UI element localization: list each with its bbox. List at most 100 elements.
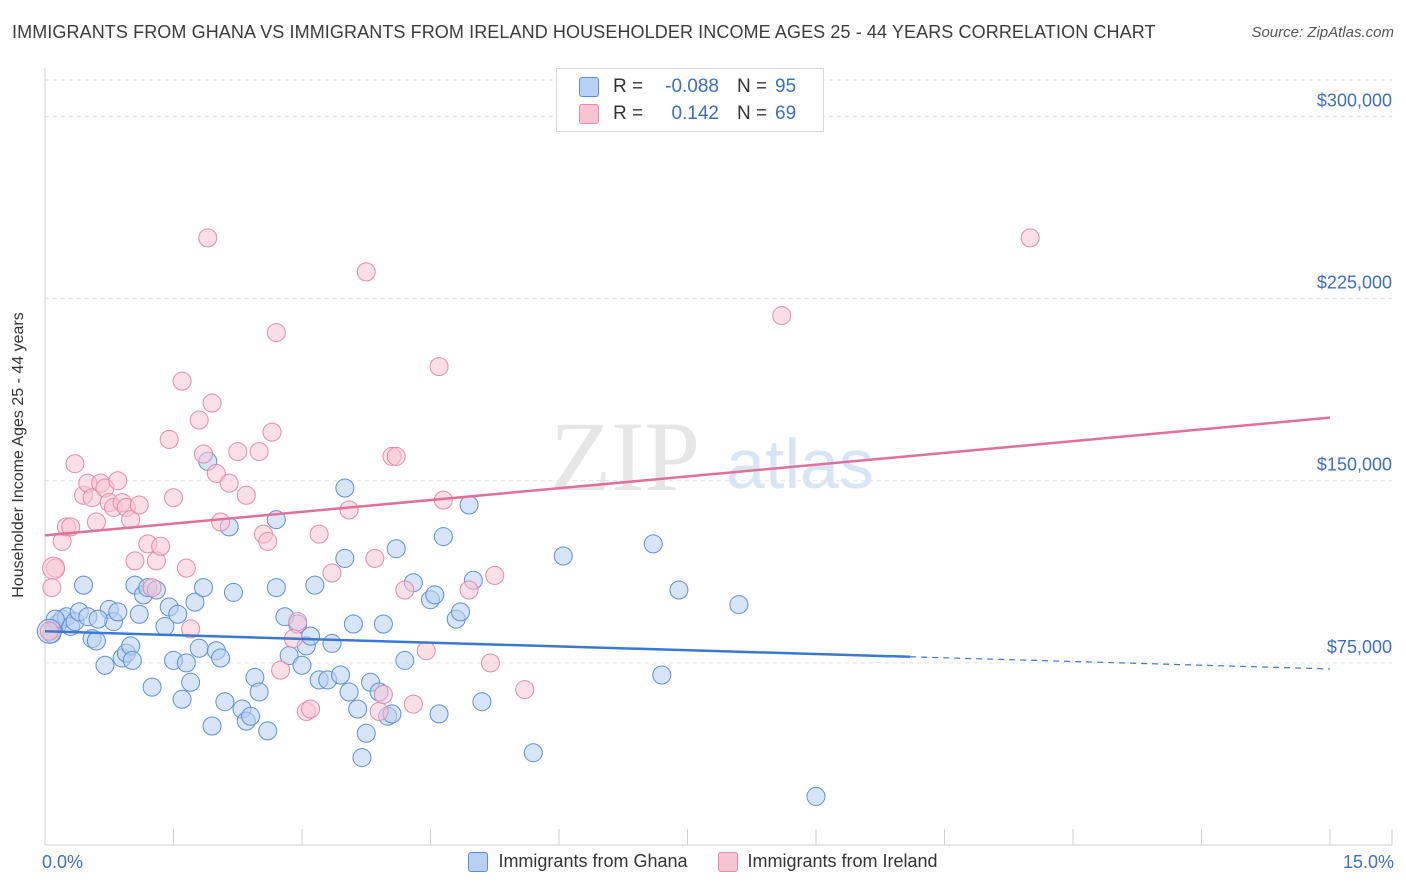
- legend-n-label: N =: [737, 103, 768, 124]
- data-point-ghana: [395, 650, 415, 670]
- data-point-ireland: [1020, 228, 1040, 248]
- data-point-ireland: [258, 531, 278, 551]
- watermark-zip: ZIP: [550, 401, 700, 512]
- data-point-ghana: [129, 604, 149, 624]
- data-point-ireland: [228, 442, 248, 462]
- data-point-ghana: [292, 655, 312, 675]
- data-point-ireland: [125, 551, 145, 571]
- data-point-ireland: [459, 580, 479, 600]
- data-point-ireland: [339, 500, 359, 520]
- data-point-ghana: [215, 692, 235, 712]
- series-ireland-points: [39, 228, 1040, 721]
- data-point-ireland: [429, 357, 449, 377]
- data-point-ireland: [515, 680, 535, 700]
- data-point-ghana: [86, 631, 106, 651]
- legend-item-ghana[interactable]: Immigrants from Ghana: [468, 851, 688, 872]
- axes: [44, 68, 1393, 846]
- y-tick-label: $75,000: [1327, 637, 1392, 657]
- data-point-ireland: [249, 442, 269, 462]
- data-point-ireland: [772, 306, 792, 326]
- legend-swatch-ghana: [579, 77, 599, 97]
- data-point-ireland: [369, 701, 389, 721]
- data-point-ghana: [258, 721, 278, 741]
- data-point-ghana: [343, 614, 363, 634]
- grid-lines: [45, 79, 1392, 664]
- data-point-ireland: [236, 485, 256, 505]
- data-point-ghana: [459, 495, 479, 515]
- data-point-ireland: [202, 393, 222, 413]
- data-point-ireland: [395, 580, 415, 600]
- data-point-ghana: [122, 650, 142, 670]
- data-point-ireland: [219, 473, 239, 493]
- data-point-ireland: [193, 444, 213, 464]
- data-point-ghana: [553, 546, 573, 566]
- data-point-ghana: [339, 682, 359, 702]
- legend-r-value: -0.088: [665, 76, 719, 97]
- x-tick-label-min: 0.0%: [42, 852, 84, 872]
- data-point-ghana: [88, 609, 108, 629]
- data-point-ireland: [159, 429, 179, 449]
- data-point-ireland: [416, 641, 436, 661]
- data-point-ghana: [450, 602, 470, 622]
- data-point-ireland: [65, 454, 85, 474]
- legend-swatch-ireland: [717, 851, 738, 872]
- data-point-ireland: [480, 653, 500, 673]
- data-point-ghana: [172, 689, 192, 709]
- data-point-ghana: [202, 716, 222, 736]
- legend-label-ghana: Immigrants from Ghana: [498, 851, 688, 871]
- legend-n-value: 69: [775, 103, 797, 124]
- y-axis-title: Householder Income Ages 25 - 44 years: [10, 312, 27, 598]
- data-point-ghana: [189, 638, 209, 658]
- data-point-ireland: [271, 660, 291, 680]
- data-point-ireland: [172, 371, 192, 391]
- x-tick-label-max: 15.0%: [1342, 852, 1394, 872]
- data-point-ghana: [176, 653, 196, 673]
- legend-n-label: N =: [737, 76, 768, 97]
- watermark: ZIP atlas: [550, 401, 874, 512]
- data-point-ghana: [335, 478, 355, 498]
- data-point-ghana: [74, 575, 94, 595]
- data-point-ghana: [108, 602, 128, 622]
- data-point-ghana: [373, 614, 393, 634]
- data-point-ireland: [301, 699, 321, 719]
- data-point-ghana: [249, 682, 269, 702]
- data-point-ghana: [348, 699, 368, 719]
- trend-line-ghana: [44, 630, 911, 659]
- data-point-ghana: [185, 592, 205, 612]
- data-point-ghana: [643, 534, 663, 554]
- trend-line-ireland: [44, 416, 1331, 537]
- legend-r-label: R =: [613, 76, 644, 97]
- data-point-ghana: [472, 692, 492, 712]
- legend-swatch-ireland: [579, 104, 599, 124]
- data-point-ghana: [523, 743, 543, 763]
- data-point-ghana: [266, 578, 286, 598]
- data-point-ireland: [198, 228, 218, 248]
- chart-title: IMMIGRANTS FROM GHANA VS IMMIGRANTS FROM…: [12, 22, 1156, 42]
- legend-r-label: R =: [613, 103, 644, 124]
- data-point-ghana: [331, 665, 351, 685]
- data-point-ghana: [806, 786, 826, 806]
- data-point-ireland: [309, 524, 329, 544]
- series-ghana-points: [36, 451, 826, 806]
- data-point-ghana: [356, 723, 376, 743]
- data-point-ireland: [108, 471, 128, 491]
- data-point-ghana: [729, 595, 749, 615]
- data-point-ireland: [356, 262, 376, 282]
- series-legend: Immigrants from Ghana Immigrants from Ir…: [0, 851, 1406, 872]
- legend-r-value: 0.142: [671, 103, 719, 124]
- data-point-ghana: [241, 706, 261, 726]
- data-point-ireland: [164, 488, 183, 508]
- data-point-ghana: [95, 655, 115, 675]
- legend-item-ireland[interactable]: Immigrants from Ireland: [717, 851, 938, 872]
- y-tick-labels: $75,000 $150,000 $225,000 $300,000: [1317, 90, 1392, 656]
- legend-n-value: 95: [775, 76, 797, 97]
- data-point-ireland: [386, 446, 406, 466]
- data-point-ghana: [433, 527, 453, 547]
- data-point-ghana: [335, 548, 355, 568]
- data-point-ghana: [193, 578, 213, 598]
- data-point-ireland: [42, 578, 62, 598]
- data-point-ghana: [168, 604, 188, 624]
- data-point-ghana: [652, 665, 672, 685]
- legend-swatch-ghana: [468, 851, 489, 872]
